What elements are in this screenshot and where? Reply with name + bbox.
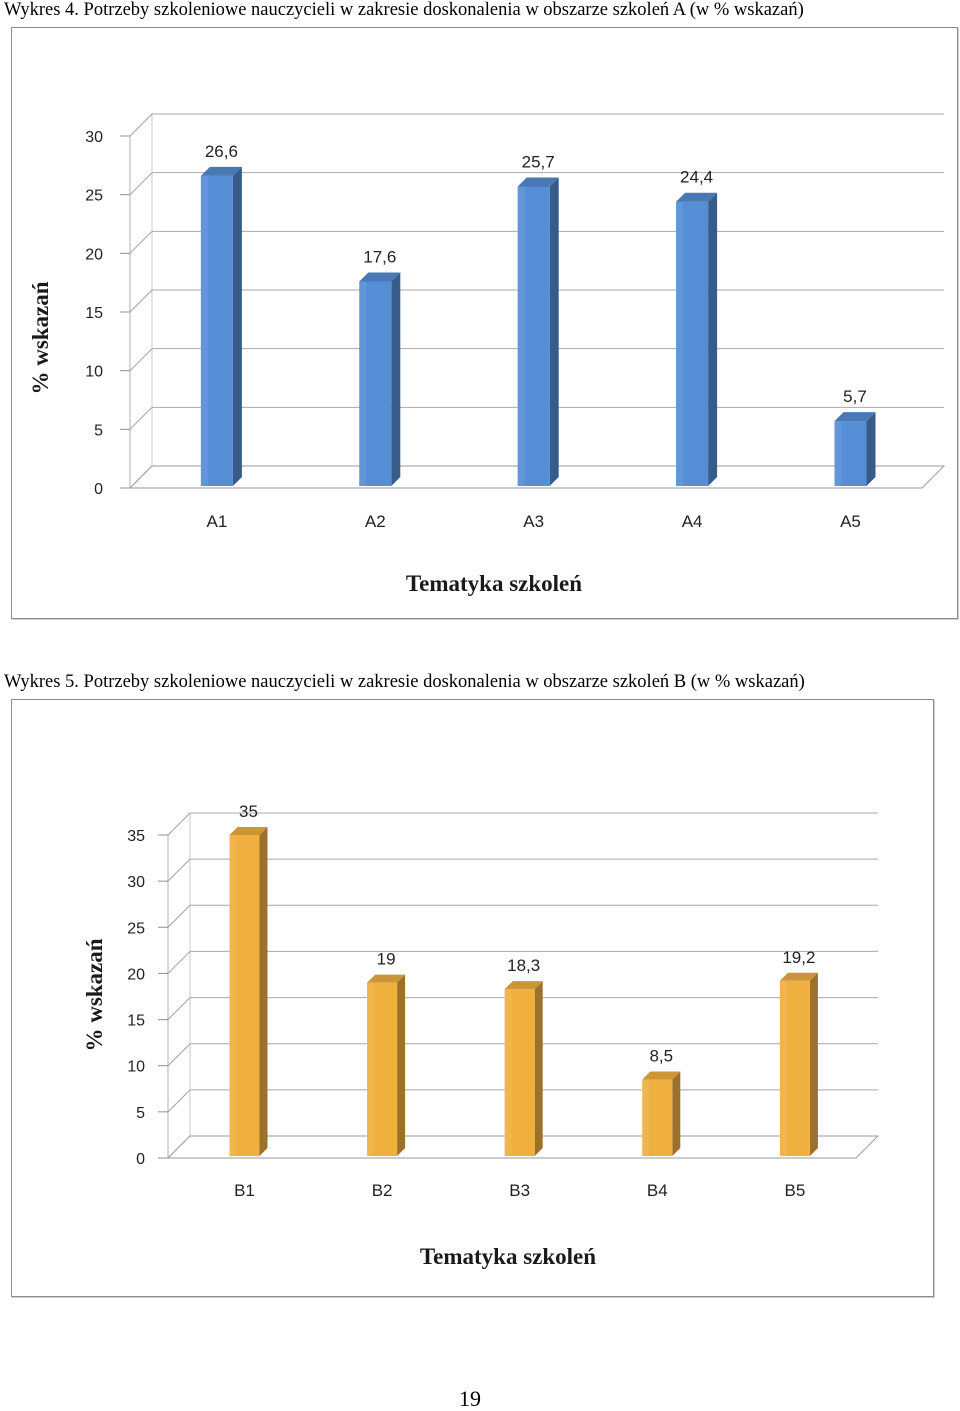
value-label-B1: 35 — [239, 802, 258, 821]
value-label-B5: 19,2 — [782, 948, 815, 967]
bar-B2 — [367, 974, 406, 1156]
bar-A1 — [200, 166, 242, 487]
chart-caption-5: Wykres 5. Potrzeby szkoleniowe nauczycie… — [4, 672, 805, 692]
x-tick-label-B2: B2 — [372, 1181, 393, 1200]
x-tick-label-A3: A3 — [523, 512, 544, 531]
y-tick-label: 35 — [127, 828, 145, 845]
x-tick-label-A1: A1 — [207, 512, 228, 531]
y-axis-title: % wskazań — [82, 938, 107, 1051]
y-tick-label: 30 — [127, 874, 145, 891]
x-tick-label-B4: B4 — [647, 1181, 668, 1200]
y-tick-label: 0 — [136, 1151, 145, 1168]
value-label-A4: 24,4 — [680, 168, 713, 187]
x-axis-title: Tematyka szkoleń — [420, 1244, 596, 1269]
bar-A3 — [517, 177, 559, 486]
value-label-B4: 8,5 — [649, 1047, 673, 1066]
chart-caption-4: Wykres 4. Potrzeby szkoleniowe nauczycie… — [4, 0, 804, 20]
x-axis-title: Tematyka szkoleń — [406, 571, 582, 596]
value-label-A1: 26,6 — [205, 142, 238, 161]
bar-B5 — [779, 972, 818, 1156]
y-tick-label: 10 — [85, 364, 103, 381]
chart-a-frame: 0 5 10 15 20 25 30 26,6 A1 17,6 A2 25,7 A3 24,4 A4 5,7 A… — [11, 27, 958, 619]
y-tick-label: 10 — [127, 1059, 145, 1076]
x-tick-label-B3: B3 — [509, 1181, 530, 1200]
y-tick-label: 15 — [85, 305, 103, 322]
bar-B4 — [642, 1071, 681, 1156]
value-label-A2: 17,6 — [363, 247, 396, 266]
y-tick-label: 25 — [127, 920, 145, 937]
chart-b-frame: 0 5 10 15 20 25 30 35 35 B1 19 B2 18,3 B3 8,5 B4 19,2 B5 T… — [11, 699, 934, 1297]
x-tick-label-B5: B5 — [785, 1181, 806, 1200]
value-label-A3: 25,7 — [522, 152, 555, 171]
y-tick-label: 5 — [136, 1105, 145, 1122]
y-tick-label: 30 — [85, 129, 103, 146]
value-label-A5: 5,7 — [843, 387, 867, 406]
bar-A5 — [834, 412, 876, 486]
bar-A2 — [359, 272, 401, 486]
y-axis-title: % wskazań — [28, 281, 53, 394]
chart-b-svg: 0 5 10 15 20 25 30 35 35 B1 19 B2 18,3 B3 8,5 B4 19,2 B5 T… — [82, 802, 880, 1269]
chart-a-svg: 0 5 10 15 20 25 30 26,6 A1 17,6 A2 25,7 A3 24,4 A4 5,7 A… — [28, 113, 946, 596]
y-tick-label: 20 — [85, 246, 103, 263]
x-tick-label-A4: A4 — [682, 512, 703, 531]
x-tick-label-A2: A2 — [365, 512, 386, 531]
y-tick-label: 25 — [85, 188, 103, 205]
x-tick-label-A5: A5 — [840, 512, 861, 531]
y-tick-label: 15 — [127, 1013, 145, 1030]
y-tick-label: 5 — [94, 422, 103, 439]
bar-B3 — [504, 981, 543, 1156]
y-tick-label: 0 — [94, 481, 103, 498]
bar-B1 — [229, 827, 268, 1156]
value-label-B2: 19 — [377, 950, 396, 969]
bar-A4 — [676, 192, 718, 486]
y-tick-label: 20 — [127, 966, 145, 983]
x-tick-label-B1: B1 — [234, 1181, 255, 1200]
page-number: 19 — [459, 1386, 481, 1411]
value-label-B3: 18,3 — [507, 956, 540, 975]
